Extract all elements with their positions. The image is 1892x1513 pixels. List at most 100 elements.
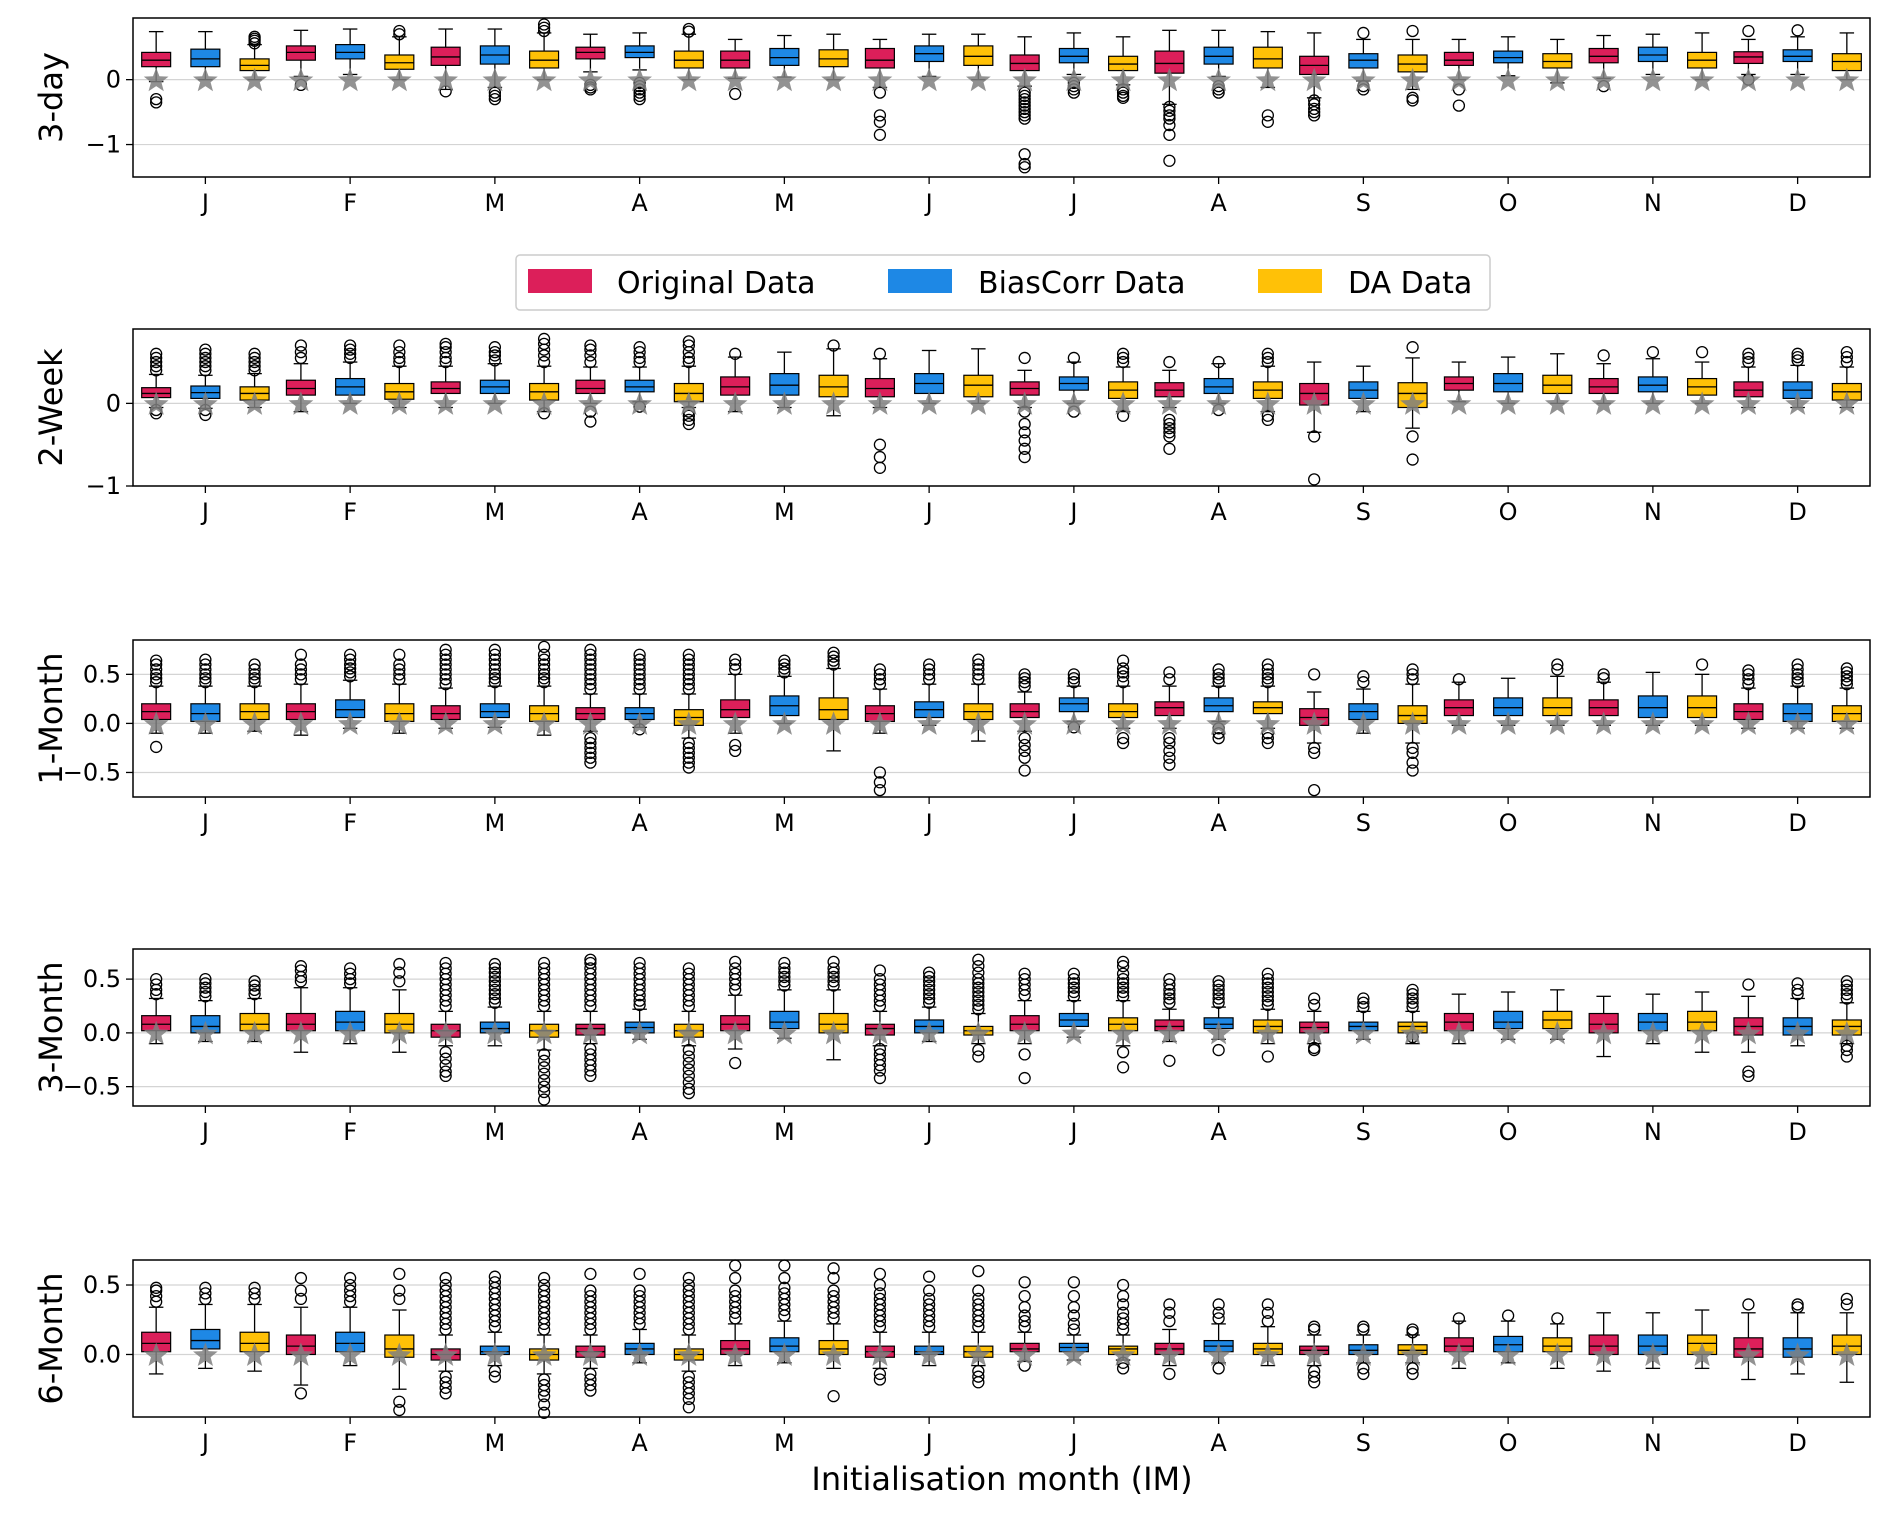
outlier-point <box>972 985 985 999</box>
reference-star <box>1157 67 1182 92</box>
box-group <box>720 955 751 1070</box>
outlier-point <box>439 668 452 681</box>
reference-star <box>1061 67 1087 92</box>
outlier-point <box>1163 442 1176 455</box>
outlier-point <box>1067 1317 1081 1331</box>
x-tick-label: J <box>924 809 933 837</box>
box-group <box>1154 666 1185 771</box>
outlier-point <box>682 653 695 666</box>
outlier-point <box>1840 988 1853 1001</box>
box-group <box>335 339 366 415</box>
box-body <box>1058 697 1089 713</box>
outlier-point <box>922 992 936 1005</box>
outlier-point <box>729 347 742 360</box>
box-group <box>1299 361 1330 486</box>
outlier-point <box>1308 94 1321 107</box>
outlier-point <box>1116 409 1130 422</box>
reference-star <box>1495 1342 1521 1366</box>
reference-star <box>1591 1342 1616 1366</box>
box-group <box>1733 24 1764 92</box>
reference-star <box>1157 1020 1182 1045</box>
outlier-point <box>584 668 597 681</box>
outlier-point <box>248 364 261 377</box>
outlier-point <box>873 1367 887 1381</box>
box-group <box>141 1281 172 1375</box>
reference-star <box>916 1020 942 1045</box>
outlier-point <box>1357 676 1370 689</box>
box-group <box>1348 1320 1379 1381</box>
reference-star <box>676 67 702 92</box>
reference-star <box>867 711 893 735</box>
outlier-point <box>1308 1323 1321 1336</box>
box-group <box>239 1281 270 1372</box>
outlier-point <box>294 668 308 681</box>
outlier-point <box>1018 417 1031 431</box>
outlier-point <box>682 678 695 691</box>
outlier-point <box>922 983 936 997</box>
outlier-point <box>1018 744 1031 758</box>
box-group <box>335 1271 366 1367</box>
reference-star <box>966 711 991 735</box>
outlier-point <box>1212 676 1225 689</box>
outlier-point <box>1018 96 1031 109</box>
box-group <box>1493 677 1524 735</box>
outlier-point <box>778 654 791 667</box>
reference-star <box>433 711 458 735</box>
outlier-point <box>584 1378 597 1392</box>
outlier-point <box>729 1271 742 1285</box>
outlier-point <box>537 676 551 689</box>
box-group <box>190 343 221 422</box>
outlier-point <box>150 676 163 689</box>
outlier-point <box>778 962 791 975</box>
reference-star <box>1446 1020 1472 1045</box>
x-tick-label: D <box>1788 1429 1806 1457</box>
outlier-point <box>682 746 695 759</box>
box-group <box>769 34 800 92</box>
x-tick-label: O <box>1499 498 1518 526</box>
box-group <box>190 30 221 92</box>
box-group <box>1687 1309 1718 1370</box>
box-group <box>914 349 945 415</box>
box-group <box>914 966 945 1045</box>
outlier-point <box>1406 1323 1419 1336</box>
outlier-point <box>1018 751 1031 764</box>
outlier-point <box>633 341 646 354</box>
box-group <box>963 953 994 1063</box>
outlier-point <box>150 360 163 373</box>
outlier-point <box>439 1069 452 1083</box>
reference-star <box>531 391 557 415</box>
outlier-point <box>343 339 357 352</box>
outlier-point <box>439 653 452 666</box>
reference-star <box>433 391 458 415</box>
outlier-point <box>922 1284 936 1297</box>
outlier-point <box>248 672 261 685</box>
x-tick-label: M <box>774 498 795 526</box>
box-group <box>769 1259 800 1366</box>
outlier-point <box>827 1284 840 1297</box>
outlier-point <box>778 662 791 675</box>
outlier-point <box>922 979 936 992</box>
outlier-point <box>584 673 597 686</box>
outlier-point <box>729 1289 742 1303</box>
reference-star <box>1301 67 1327 92</box>
outlier-point <box>393 1267 406 1281</box>
reference-star <box>242 711 267 735</box>
outlier-point <box>682 1056 695 1070</box>
x-tick-label: M <box>485 189 506 217</box>
outlier-point <box>633 668 646 681</box>
outlier-point <box>439 1065 452 1078</box>
box-group <box>1397 341 1428 466</box>
box-group <box>141 972 172 1045</box>
box-group <box>1782 658 1813 735</box>
outlier-point <box>1261 409 1274 422</box>
outlier-point <box>537 18 551 31</box>
outlier-point <box>343 653 357 666</box>
axes-frame <box>132 328 1871 487</box>
box-group <box>1299 32 1330 122</box>
reference-star <box>1061 711 1087 735</box>
outlier-point <box>1116 990 1130 1003</box>
outlier-point <box>1791 977 1804 990</box>
outlier-point <box>682 1284 695 1297</box>
outlier-point <box>1695 345 1709 359</box>
outlier-point <box>1116 977 1130 990</box>
